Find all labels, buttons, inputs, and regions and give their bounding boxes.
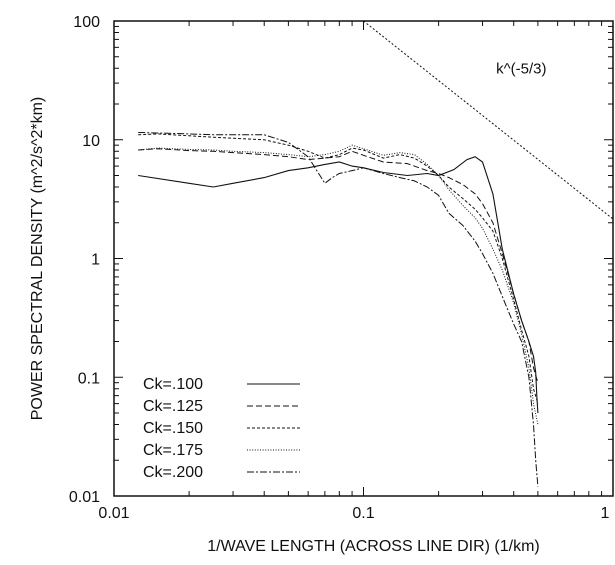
x-axis-title: 1/WAVE LENGTH (ACROSS LINE DIR) (1/km) (207, 538, 539, 555)
y-tick-label: 100 (73, 14, 100, 31)
y-tick-label: 0.1 (78, 370, 100, 387)
series-layer (138, 132, 539, 487)
legend-label: Ck=.200 (143, 464, 203, 481)
legend-label: Ck=.125 (143, 398, 203, 415)
legend: Ck=.100 Ck=.125 Ck=.150 Ck=.175 Ck=.200 (143, 376, 300, 481)
y-tick-label: 1 (91, 252, 100, 269)
y-axis-title: POWER SPECTRAL DENSITY (m^2/s^2*km) (29, 97, 46, 421)
axis-ticks: 0.01 0.1 1 0.01 0.1 1 10 100 (69, 14, 613, 522)
reference-line-layer (363, 20, 614, 220)
legend-label: Ck=.100 (143, 376, 203, 393)
series-line-5 (138, 132, 539, 487)
y-tick-label: 0.01 (69, 489, 100, 506)
x-tick-label: 1 (601, 505, 610, 522)
reference-line-label: k^(-5/3) (496, 61, 546, 78)
series-line-3 (138, 133, 539, 404)
x-tick-label: 0.1 (352, 505, 374, 522)
series-line-1 (138, 156, 539, 414)
legend-label: Ck=.150 (143, 420, 203, 437)
reference-line (363, 20, 614, 220)
x-tick-label: 0.01 (98, 505, 129, 522)
y-tick-label: 10 (82, 133, 100, 150)
series-line-2 (138, 148, 539, 383)
legend-label: Ck=.175 (143, 442, 203, 459)
series-line-4 (138, 144, 539, 425)
